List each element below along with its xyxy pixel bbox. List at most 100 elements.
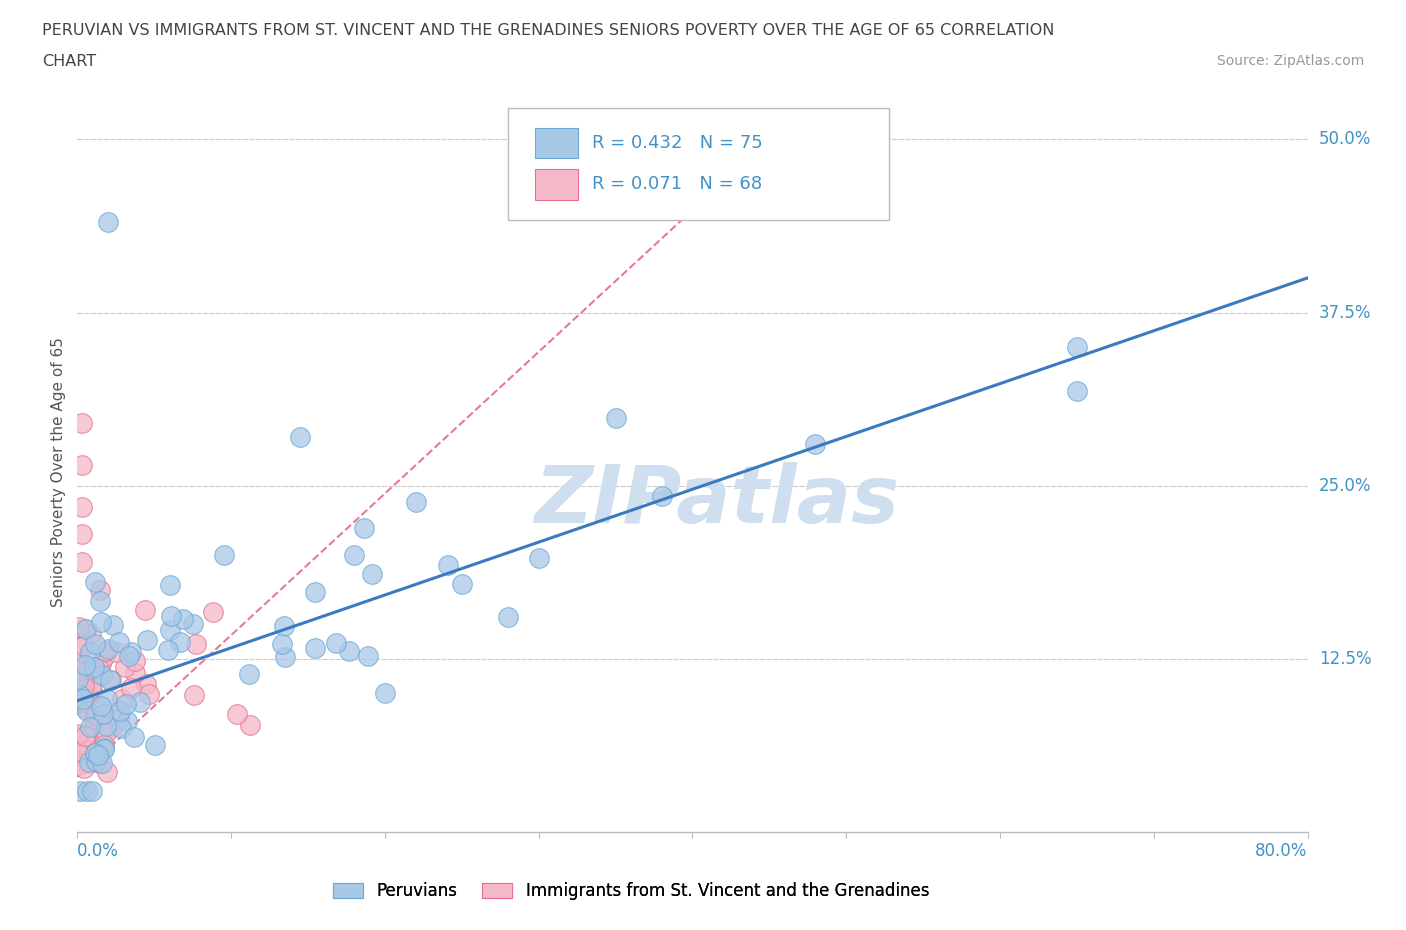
Point bbox=[138, 687, 160, 702]
Point bbox=[73, 621, 96, 636]
Point bbox=[94, 726, 117, 741]
Point bbox=[66, 728, 89, 743]
Point bbox=[84, 754, 107, 769]
Point bbox=[69, 737, 91, 751]
Text: CHART: CHART bbox=[42, 54, 96, 69]
Point bbox=[651, 488, 673, 503]
Point bbox=[72, 693, 94, 708]
Text: Source: ZipAtlas.com: Source: ZipAtlas.com bbox=[1216, 54, 1364, 68]
Point bbox=[94, 718, 117, 733]
Point bbox=[87, 755, 110, 770]
Point bbox=[76, 704, 98, 719]
Point bbox=[129, 695, 152, 710]
Point bbox=[290, 430, 312, 445]
Point bbox=[76, 690, 98, 705]
Point bbox=[66, 654, 89, 669]
Text: R = 0.071   N = 68: R = 0.071 N = 68 bbox=[592, 175, 762, 193]
Point bbox=[98, 672, 121, 687]
Text: PERUVIAN VS IMMIGRANTS FROM ST. VINCENT AND THE GRENADINES SENIORS POVERTY OVER : PERUVIAN VS IMMIGRANTS FROM ST. VINCENT … bbox=[42, 23, 1054, 38]
Point bbox=[79, 754, 101, 769]
Point bbox=[325, 636, 347, 651]
Point bbox=[70, 499, 93, 514]
Point bbox=[77, 663, 100, 678]
Point bbox=[89, 594, 111, 609]
Point bbox=[104, 644, 127, 659]
Point bbox=[274, 649, 297, 664]
Point bbox=[96, 764, 118, 779]
Point bbox=[97, 642, 120, 657]
Point bbox=[66, 663, 89, 678]
Point bbox=[73, 638, 96, 653]
Point bbox=[181, 617, 204, 631]
Point bbox=[124, 654, 146, 669]
Point bbox=[450, 577, 472, 591]
Text: 12.5%: 12.5% bbox=[1319, 650, 1371, 668]
Point bbox=[67, 744, 90, 759]
Point bbox=[122, 730, 145, 745]
Point bbox=[70, 458, 93, 472]
Point bbox=[93, 740, 115, 755]
Point bbox=[73, 761, 96, 776]
Point bbox=[67, 619, 90, 634]
Point bbox=[374, 685, 396, 700]
Point bbox=[79, 720, 101, 735]
Point bbox=[83, 637, 105, 652]
Text: 25.0%: 25.0% bbox=[1319, 477, 1371, 495]
FancyBboxPatch shape bbox=[536, 169, 578, 200]
Point bbox=[73, 699, 96, 714]
Point bbox=[159, 609, 181, 624]
Point bbox=[87, 661, 110, 676]
Legend: Peruvians, Immigrants from St. Vincent and the Grenadines: Peruvians, Immigrants from St. Vincent a… bbox=[326, 875, 935, 907]
Point bbox=[135, 676, 157, 691]
Point bbox=[527, 551, 550, 565]
Point bbox=[66, 743, 89, 758]
Point bbox=[80, 783, 103, 798]
Point bbox=[101, 618, 124, 632]
Point bbox=[100, 672, 122, 687]
Point bbox=[82, 684, 104, 698]
Text: 80.0%: 80.0% bbox=[1256, 842, 1308, 859]
Point bbox=[77, 726, 100, 741]
Point bbox=[143, 737, 166, 752]
Point bbox=[69, 688, 91, 703]
Point bbox=[73, 694, 96, 709]
Point bbox=[120, 644, 142, 659]
Point bbox=[1066, 339, 1088, 354]
Point bbox=[201, 604, 224, 619]
Text: 0.0%: 0.0% bbox=[77, 842, 120, 859]
Point bbox=[89, 582, 111, 597]
Point bbox=[70, 527, 93, 542]
Point bbox=[66, 727, 89, 742]
Point bbox=[75, 726, 97, 741]
Point bbox=[169, 634, 191, 649]
Point bbox=[118, 649, 141, 664]
Text: R = 0.432   N = 75: R = 0.432 N = 75 bbox=[592, 134, 762, 152]
Point bbox=[353, 521, 375, 536]
Point bbox=[361, 566, 384, 581]
Point bbox=[70, 416, 93, 431]
Point bbox=[337, 644, 360, 658]
Point bbox=[304, 584, 326, 599]
Point bbox=[90, 657, 112, 671]
Point bbox=[115, 697, 138, 711]
Text: 37.5%: 37.5% bbox=[1319, 303, 1371, 322]
Point bbox=[69, 679, 91, 694]
Point bbox=[270, 636, 292, 651]
Point bbox=[72, 691, 94, 706]
Point bbox=[80, 626, 103, 641]
Point bbox=[83, 660, 105, 675]
Point bbox=[159, 622, 181, 637]
Point bbox=[90, 668, 112, 683]
Point bbox=[124, 666, 146, 681]
Point bbox=[67, 746, 90, 761]
Point bbox=[91, 707, 114, 722]
Point bbox=[76, 756, 98, 771]
Point bbox=[91, 706, 114, 721]
Point bbox=[73, 679, 96, 694]
Point bbox=[184, 637, 207, 652]
Point bbox=[70, 554, 93, 569]
Point bbox=[1066, 384, 1088, 399]
Point bbox=[605, 411, 627, 426]
Point bbox=[108, 711, 131, 726]
Point bbox=[273, 619, 295, 634]
